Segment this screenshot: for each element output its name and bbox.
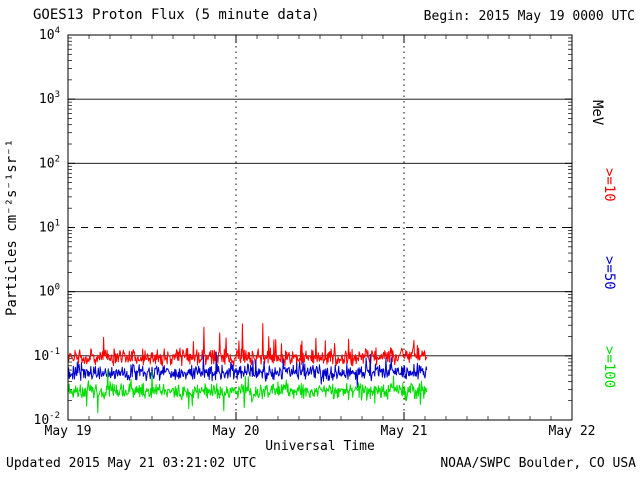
y-tick-label: 10-1 bbox=[34, 347, 61, 364]
plot-frame bbox=[67, 34, 573, 421]
y-axis-label: Particles cm⁻²s⁻¹sr⁻¹ bbox=[4, 139, 20, 317]
x-tick-label: May 20 bbox=[213, 424, 260, 439]
chart-title: GOES13 Proton Flux (5 minute data) bbox=[33, 7, 320, 23]
y-tick-label: 100 bbox=[39, 283, 60, 300]
flux-trace-ge10 bbox=[67, 323, 428, 367]
series-label-ge10: >=10 bbox=[601, 168, 617, 202]
x-tick-label: May 19 bbox=[45, 424, 92, 439]
right-axis-unit-label: MeV bbox=[589, 100, 605, 126]
flux-trace-ge100 bbox=[67, 369, 428, 414]
x-tick-label: May 22 bbox=[549, 424, 596, 439]
x-axis-label: Universal Time bbox=[265, 439, 375, 454]
series-label-ge100: >=100 bbox=[601, 346, 617, 389]
y-tick-label: 103 bbox=[39, 90, 60, 107]
updated-timestamp: Updated 2015 May 21 03:21:02 UTC bbox=[6, 456, 257, 471]
x-tick-label: May 21 bbox=[381, 424, 428, 439]
flux-trace-ge50 bbox=[67, 351, 428, 388]
source-attribution: NOAA/SWPC Boulder, CO USA bbox=[440, 456, 636, 471]
series-label-ge50: >=50 bbox=[601, 256, 617, 290]
y-tick-label: 102 bbox=[39, 154, 60, 171]
y-tick-label: 101 bbox=[39, 219, 60, 236]
begin-time-label: Begin: 2015 May 19 0000 UTC bbox=[423, 9, 635, 24]
y-tick-label: 104 bbox=[39, 26, 60, 43]
